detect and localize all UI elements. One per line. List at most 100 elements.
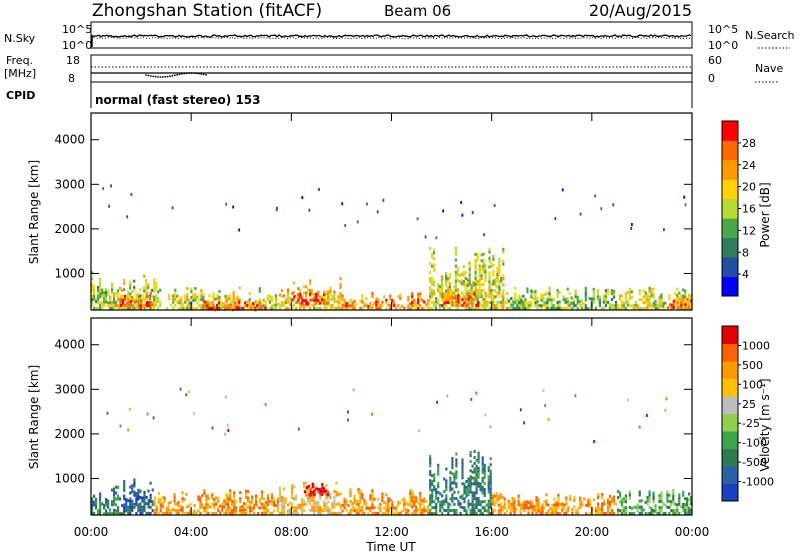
heatmap-cell [499, 511, 502, 515]
heatmap-cell [151, 303, 154, 307]
heatmap-cell [129, 407, 131, 411]
heatmap-cell [674, 502, 677, 506]
heatmap-cell [469, 508, 472, 512]
heatmap-cell [449, 482, 452, 486]
heatmap-cell [305, 302, 308, 305]
heatmap-cell [563, 512, 566, 516]
heatmap-cell [500, 276, 503, 280]
heatmap-cell [475, 479, 478, 483]
heatmap-cell [97, 301, 100, 304]
heatmap-cell [654, 306, 657, 310]
heatmap-cell [181, 512, 184, 515]
heatmap-cell [113, 304, 116, 307]
heatmap-cell [429, 307, 432, 310]
heatmap-cell [471, 497, 474, 501]
heatmap-cell [288, 303, 292, 307]
heatmap-cell [93, 512, 96, 516]
heatmap-cell [614, 300, 618, 304]
heatmap-cell [143, 499, 146, 503]
heatmap-cell [203, 300, 206, 304]
heatmap-cell [371, 500, 374, 504]
heatmap-cell [488, 250, 491, 254]
heatmap-cell [682, 505, 685, 509]
heatmap-cell [467, 490, 470, 493]
heatmap-cell [672, 302, 675, 306]
heatmap-cell [391, 301, 394, 305]
heatmap-cell [153, 289, 156, 293]
heatmap-cell [197, 509, 200, 513]
heatmap-cell [309, 292, 312, 296]
heatmap-cell [361, 306, 364, 310]
heatmap-cell [492, 288, 495, 292]
heatmap-cell [528, 306, 531, 310]
heatmap-cell [305, 481, 308, 485]
heatmap-cell [490, 288, 493, 292]
heatmap-cell [99, 283, 102, 287]
heatmap-cell [477, 466, 480, 470]
heatmap-cell [91, 286, 94, 290]
heatmap-cell [106, 411, 109, 415]
heatmap-cell [135, 503, 138, 507]
heatmap-cell [547, 512, 550, 516]
heatmap-cell [184, 300, 187, 304]
heatmap-cell [534, 290, 537, 293]
heatmap-cell [381, 511, 384, 515]
heatmap-cell [610, 292, 613, 296]
heatmap-cell [286, 297, 290, 301]
heatmap-cell [666, 493, 669, 497]
heatmap-cell [194, 307, 197, 311]
heatmap-cell [488, 265, 491, 269]
heatmap-cell [221, 502, 224, 506]
heatmap-cell [665, 397, 668, 401]
nave-dot [147, 74, 150, 77]
heatmap-cell [666, 505, 669, 509]
heatmap-cell [141, 496, 144, 500]
heatmap-cell [517, 503, 520, 507]
heatmap-cell [227, 503, 230, 507]
freq-label: Freq. [6, 54, 33, 67]
heatmap-cell [145, 495, 148, 499]
heatmap-cell [113, 502, 116, 506]
heatmap-cell [255, 494, 258, 498]
heatmap-cell [331, 294, 334, 298]
heatmap-cell [466, 292, 469, 296]
heatmap-cell [470, 292, 473, 296]
heatmap-cell [546, 307, 549, 310]
heatmap-cell [686, 512, 689, 516]
heatmap-cell [678, 499, 681, 503]
heatmap-cell [240, 306, 243, 310]
heatmap-cell [471, 500, 474, 504]
heatmap-cell [498, 288, 501, 292]
nave-dot [183, 72, 186, 75]
heatmap-cell [357, 503, 360, 506]
heatmap-cell [221, 508, 224, 512]
heatmap-cell [118, 299, 121, 303]
nsearch-tick-bottom: 10^0 [708, 39, 738, 52]
heatmap-cell [260, 505, 264, 509]
heatmap-cell [133, 279, 136, 283]
heatmap-cell [225, 299, 229, 303]
heatmap-cell [688, 297, 691, 301]
heatmap-cell [385, 508, 388, 512]
heatmap-cell [461, 497, 464, 501]
heatmap-cell [468, 270, 471, 274]
heatmap-cell [115, 503, 118, 507]
heatmap-cell [478, 282, 481, 286]
heatmap-cell [457, 499, 460, 503]
heatmap-cell [149, 499, 152, 503]
heatmap-cell [589, 502, 592, 506]
heatmap-cell [180, 304, 183, 308]
heatmap-cell [456, 269, 459, 273]
heatmap-cell [292, 512, 296, 515]
heatmap-cell [449, 485, 452, 489]
heatmap-cell [326, 293, 330, 297]
heatmap-cell [463, 500, 466, 504]
heatmap-cell [113, 493, 116, 497]
heatmap-cell [604, 304, 607, 307]
heatmap-cell [472, 289, 475, 293]
heatmap-cell [684, 497, 687, 501]
heatmap-cell [507, 502, 510, 506]
heatmap-cell [373, 506, 376, 510]
heatmap-cell [682, 306, 685, 309]
